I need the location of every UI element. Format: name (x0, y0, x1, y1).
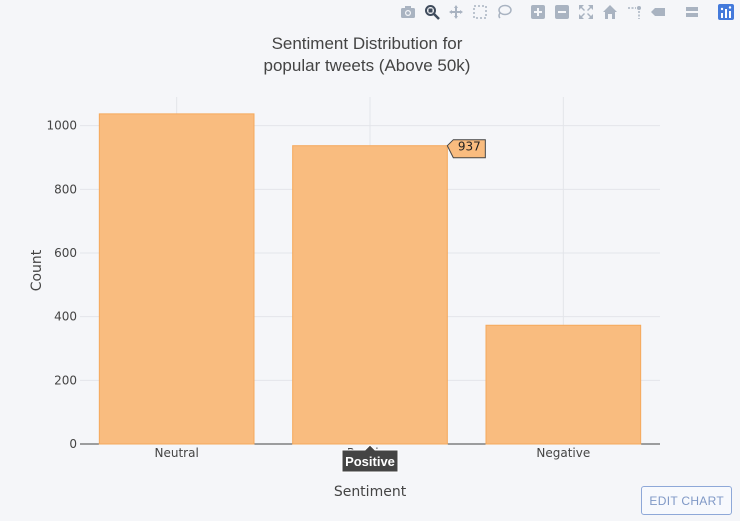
zoom-out-icon (554, 4, 570, 24)
y-tick-label: 200 (54, 373, 77, 387)
edit-chart-button[interactable]: EDIT CHART (641, 486, 732, 515)
hover-layer: 937 Positive (341, 139, 486, 473)
bar (485, 324, 642, 445)
pan-button[interactable] (446, 4, 466, 24)
download-plot-button[interactable] (398, 4, 418, 24)
box-select-icon (472, 4, 488, 24)
modebar (398, 4, 736, 24)
x-tick-label: Neutral (155, 446, 199, 460)
hover-axis-tooltip (341, 444, 399, 473)
hover-value-tooltip (446, 139, 486, 159)
plotly-logo-icon (718, 4, 734, 24)
y-tick-label: 0 (69, 437, 77, 451)
spike-lines-icon (626, 4, 642, 24)
lasso-select-button[interactable] (494, 4, 514, 24)
chart-title-line: popular tweets (Above 50k) (264, 56, 471, 75)
hover-closest-button[interactable] (648, 4, 668, 24)
spike-lines-button[interactable] (624, 4, 644, 24)
bar (98, 113, 255, 445)
hover-value-text: 937 (458, 140, 481, 154)
zoom-icon (424, 4, 440, 24)
zoom-in-button[interactable] (528, 4, 548, 24)
bar (292, 145, 448, 445)
x-tick-label: Negative (536, 446, 590, 460)
y-tick-label: 800 (54, 182, 77, 196)
y-axis-label: Count (29, 249, 45, 291)
chart-title: Sentiment Distribution for popular tweets… (264, 34, 471, 75)
bars-layer (98, 113, 642, 445)
y-tick-label: 400 (54, 310, 77, 324)
x-axis-label: Sentiment (334, 484, 407, 500)
hover-axis-text: Positive (345, 454, 395, 469)
plotly-logo[interactable] (716, 4, 736, 24)
y-tick-label: 1000 (46, 119, 77, 133)
autoscale-icon (578, 4, 594, 24)
camera-icon (400, 4, 416, 24)
zoom-button[interactable] (422, 4, 442, 24)
chart-title-line: Sentiment Distribution for (272, 34, 463, 53)
hover-compare-icon (684, 4, 700, 24)
lasso-select-icon (496, 4, 512, 24)
home-icon (602, 4, 618, 24)
reset-axes-button[interactable] (600, 4, 620, 24)
zoom-in-icon (530, 4, 546, 24)
hover-compare-button[interactable] (682, 4, 702, 24)
autoscale-button[interactable] (576, 4, 596, 24)
y-tick-label: 600 (54, 246, 77, 260)
hover-closest-icon (650, 4, 666, 24)
box-select-button[interactable] (470, 4, 490, 24)
pan-icon (448, 4, 464, 24)
zoom-out-button[interactable] (552, 4, 572, 24)
